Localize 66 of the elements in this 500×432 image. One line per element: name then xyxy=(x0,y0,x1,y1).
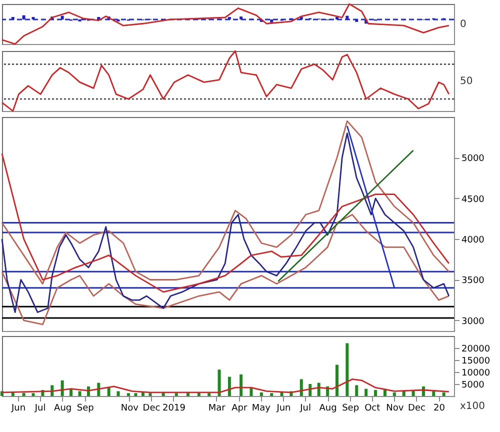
x-tick-label: Sep xyxy=(76,404,94,414)
bar xyxy=(260,392,263,396)
x-tick-label: 20 xyxy=(434,404,446,414)
x-tick-label: Jul xyxy=(299,404,311,414)
line-series xyxy=(1,378,450,394)
bar xyxy=(32,393,35,396)
y-tick-label: 4500 xyxy=(462,194,485,205)
x-tick-label: Jul xyxy=(34,404,46,414)
x-tick-label: Sep xyxy=(342,404,360,414)
line-series xyxy=(1,152,450,293)
bar xyxy=(116,391,120,396)
bar xyxy=(432,391,436,396)
bar xyxy=(162,392,165,396)
bar xyxy=(300,379,303,396)
bar xyxy=(374,390,378,396)
bar xyxy=(442,392,446,396)
bar xyxy=(355,385,358,396)
bar xyxy=(197,392,200,396)
bar xyxy=(346,343,349,396)
x-tick-label: Oct xyxy=(364,404,381,414)
line-series xyxy=(1,214,450,326)
bar xyxy=(134,393,138,396)
x-tick-label: Nov xyxy=(120,404,140,414)
bar xyxy=(402,391,406,396)
line-series xyxy=(1,132,450,313)
bar xyxy=(218,370,221,396)
bar xyxy=(364,388,368,396)
x-tick-label: Dec xyxy=(142,404,160,414)
x-tick-label: 2019 xyxy=(162,404,186,414)
bar xyxy=(208,393,211,396)
bar xyxy=(22,392,26,396)
bar xyxy=(270,393,274,396)
y-tick-label: 15000 xyxy=(462,356,490,366)
bar xyxy=(78,391,82,396)
bar xyxy=(240,374,243,396)
y-tick-label: 4000 xyxy=(462,236,485,246)
y-tick-label: 3000 xyxy=(462,316,485,327)
bar xyxy=(174,393,178,396)
y-tick-label: 5000 xyxy=(462,154,485,164)
y-tick-label: 10000 xyxy=(462,368,490,378)
x-tick-label: Aug xyxy=(319,404,337,414)
y-tick-label: 3500 xyxy=(462,276,485,286)
bar xyxy=(60,380,64,396)
bar xyxy=(228,376,231,396)
x-tick-label: May xyxy=(252,404,272,414)
bar xyxy=(148,393,152,396)
text: 0 xyxy=(460,19,466,30)
line-series xyxy=(1,120,450,285)
x-tick-label: Apr xyxy=(232,404,248,414)
x-tick-label: Nov xyxy=(386,404,404,414)
y-tick-label: 5000 xyxy=(462,380,485,390)
text: x100 xyxy=(460,401,486,412)
bar xyxy=(70,388,73,396)
bar xyxy=(141,392,144,396)
bar xyxy=(336,364,339,396)
bar xyxy=(126,393,130,396)
x-tick-label: Aug xyxy=(54,404,72,414)
text: 50 xyxy=(460,76,473,87)
x-tick-label: Mar xyxy=(208,404,226,414)
x-tick-label: Jun xyxy=(276,404,291,414)
bar xyxy=(280,392,284,396)
bar xyxy=(392,392,396,396)
x-tick-label: Dec xyxy=(408,404,426,414)
x-tick-label: Jun xyxy=(10,404,26,414)
y-tick-label: 20000 xyxy=(462,344,490,354)
bar xyxy=(107,388,110,396)
